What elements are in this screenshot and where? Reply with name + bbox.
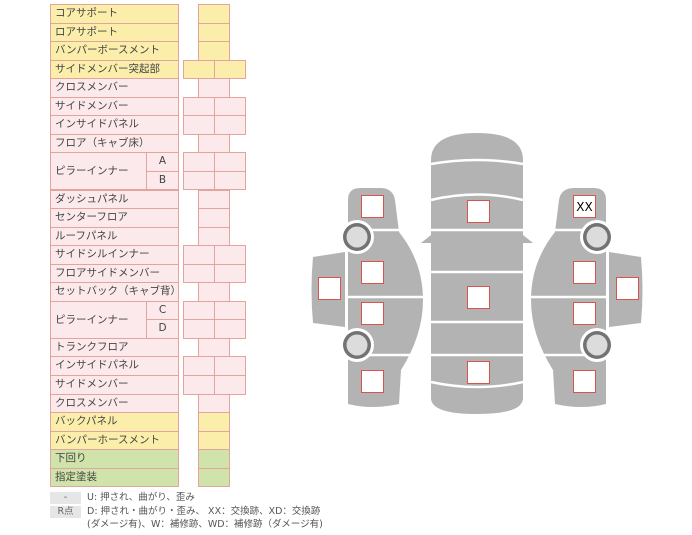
mark-box[interactable] bbox=[467, 286, 490, 309]
check-cell[interactable] bbox=[198, 467, 230, 488]
row-label: ピラーインナー bbox=[50, 300, 147, 339]
row-sub-label: A bbox=[146, 152, 179, 172]
mark-roof[interactable] bbox=[467, 286, 490, 309]
mark-left-front-door[interactable] bbox=[361, 261, 384, 284]
row-label: センターフロア bbox=[50, 208, 179, 228]
row-label: サイドメンバー bbox=[50, 96, 179, 117]
check-cell-right[interactable] bbox=[214, 375, 246, 395]
mark-box[interactable] bbox=[361, 261, 384, 284]
mark-box[interactable] bbox=[318, 277, 341, 300]
mark-left-rear-quarter[interactable] bbox=[361, 370, 384, 393]
row-label: ピラーインナー bbox=[50, 152, 147, 191]
mark-left-roof-side[interactable] bbox=[318, 277, 341, 300]
mark-box[interactable] bbox=[361, 302, 384, 325]
mark-box[interactable] bbox=[573, 195, 596, 218]
check-cell-right[interactable] bbox=[214, 319, 246, 339]
row-label: フロア（キャブ床） bbox=[50, 133, 179, 154]
mark-box[interactable] bbox=[573, 370, 596, 393]
legend-text-dash: U: 押され、曲がり、歪み bbox=[87, 492, 195, 503]
row-label: 指定塗装 bbox=[50, 467, 179, 488]
row-sub-label: C bbox=[146, 300, 179, 321]
wheel-icon bbox=[340, 328, 374, 362]
mark-right-rear-door[interactable] bbox=[573, 302, 596, 325]
row-label: サイドシルインナー bbox=[50, 245, 179, 265]
mark-box[interactable] bbox=[573, 302, 596, 325]
check-cell-right[interactable] bbox=[214, 115, 246, 135]
row-label: バックパネル bbox=[50, 412, 179, 432]
mark-box[interactable] bbox=[361, 370, 384, 393]
row-label: クロスメンバー bbox=[50, 393, 179, 414]
wheel-icon bbox=[580, 328, 614, 362]
legend-text-r-2: (ダメージ有)、W：補修跡、WD：補修跡（ダメージ有) bbox=[87, 519, 323, 530]
legend-text-r-1: D: 押され・曲がり・歪み、 XX：交換跡、XD：交換跡 bbox=[87, 506, 321, 517]
check-cell-right[interactable] bbox=[214, 170, 246, 191]
mark-left-rear-door[interactable] bbox=[361, 302, 384, 325]
legend-key-r: R点 bbox=[50, 506, 81, 518]
mark-value: XX bbox=[576, 200, 592, 214]
mark-right-roof-side[interactable] bbox=[616, 277, 639, 300]
mark-box[interactable] bbox=[573, 261, 596, 284]
left-side-view bbox=[311, 188, 424, 407]
row-label: バンパーホースメント bbox=[50, 430, 179, 451]
mark-box[interactable] bbox=[467, 361, 490, 384]
mark-box[interactable] bbox=[361, 195, 384, 218]
check-cell-right[interactable] bbox=[214, 263, 246, 284]
mark-hood[interactable] bbox=[467, 200, 490, 223]
mark-trunk[interactable] bbox=[467, 361, 490, 384]
row-label: クロスメンバー bbox=[50, 78, 179, 98]
row-label: インサイドパネル bbox=[50, 115, 179, 135]
row-label: フロアサイドメンバー bbox=[50, 263, 179, 284]
mark-left-front-fender[interactable] bbox=[361, 195, 384, 218]
mark-right-front-fender[interactable]: XX bbox=[573, 195, 596, 218]
top-view bbox=[421, 133, 533, 414]
row-label: バンパーボースメント bbox=[50, 41, 179, 61]
legend-key-dash: - bbox=[50, 492, 81, 504]
check-cell-right[interactable] bbox=[214, 59, 246, 80]
wheel-icon bbox=[580, 220, 614, 254]
mark-right-rear-quarter[interactable] bbox=[573, 370, 596, 393]
mark-box[interactable] bbox=[616, 277, 639, 300]
mark-right-front-door[interactable] bbox=[573, 261, 596, 284]
row-label: サイドメンバー突起部 bbox=[50, 59, 179, 80]
mark-box[interactable] bbox=[467, 200, 490, 223]
wheel-icon bbox=[340, 220, 374, 254]
